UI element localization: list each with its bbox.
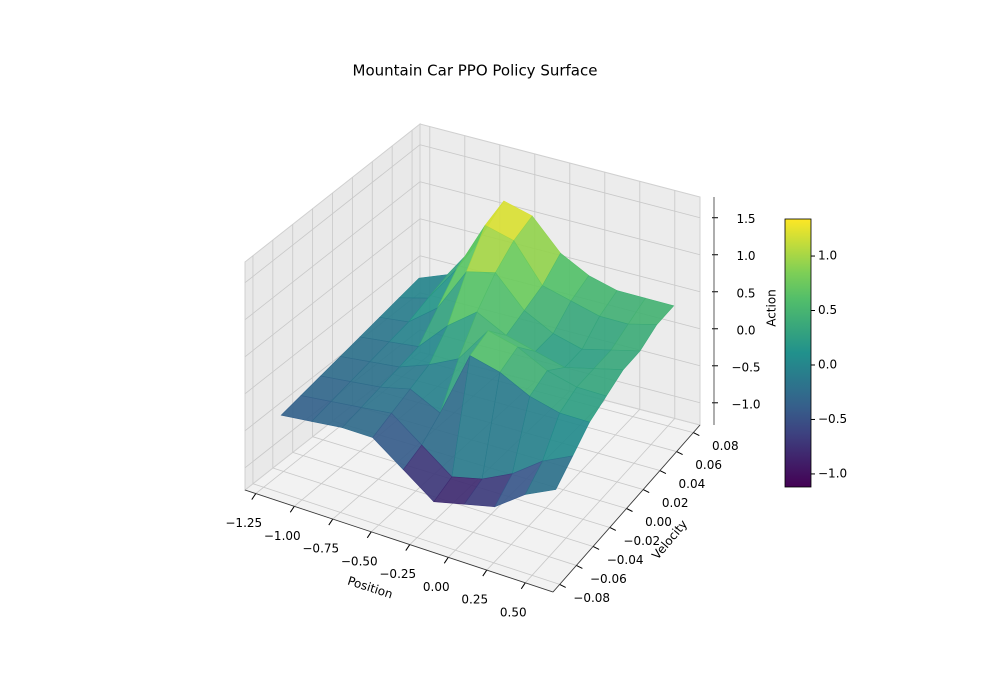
y-tick-label: 0.02: [662, 496, 689, 510]
y-tick-label: −0.06: [590, 572, 627, 586]
y-tick: [626, 508, 633, 512]
y-tick: [609, 527, 617, 531]
grid-line: [244, 218, 421, 358]
x-tick: [251, 493, 257, 500]
x-tick-label: 0.00: [423, 580, 450, 594]
grid-line: [252, 483, 560, 585]
grid-line: [244, 144, 421, 284]
axis-line: [244, 489, 554, 593]
x-tick: [520, 582, 526, 590]
y-tick: [659, 470, 667, 474]
x-tick-label: 0.25: [461, 593, 488, 607]
grid-line: [244, 181, 421, 321]
grid-line: [244, 255, 421, 395]
surface-patch: [524, 455, 574, 495]
z-tick-label: −0.5: [731, 360, 760, 374]
grid-line: [419, 181, 701, 256]
y-tick: [576, 564, 583, 569]
x-tick: [482, 569, 488, 577]
y-tick: [642, 489, 650, 493]
x-tick: [328, 518, 334, 526]
colorbar-tick-label: −1.0: [818, 466, 847, 480]
y-tick-label: 0.00: [645, 515, 672, 529]
grid-line: [419, 144, 701, 219]
y-tick: [559, 583, 566, 588]
x-tick-label: −0.25: [379, 567, 416, 581]
x-tick-label: −0.50: [341, 554, 378, 568]
colorbar-tick-label: −0.5: [818, 412, 847, 426]
colorbar: [784, 218, 812, 488]
y-tick: [592, 546, 600, 550]
x-tick-label: 0.50: [500, 605, 527, 619]
x-tick: [443, 557, 449, 564]
grid-line: [272, 467, 577, 566]
z-axis-label: Action: [765, 289, 779, 327]
x-tick: [366, 531, 372, 539]
x-tick-label: −1.00: [264, 529, 301, 543]
y-tick-label: 0.08: [712, 439, 739, 453]
x-tick: [289, 506, 295, 513]
x-tick-label: −0.75: [302, 542, 339, 556]
colorbar-tick-label: 0.5: [818, 303, 837, 317]
z-tick-label: 1.5: [736, 212, 755, 226]
x-tick-label: −1.25: [225, 516, 262, 530]
y-tick: [693, 432, 700, 437]
y-tick-label: 0.06: [695, 458, 722, 472]
surface: [280, 200, 675, 508]
z-tick-label: 0.5: [736, 286, 755, 300]
y-tick-label: −0.02: [623, 534, 660, 548]
z-tick-label: 0.0: [736, 323, 755, 337]
z-tick-label: 1.0: [736, 249, 755, 263]
x-tick: [405, 544, 411, 551]
y-tick-label: −0.08: [573, 591, 610, 605]
z-tick-label: −1.0: [731, 397, 760, 411]
y-tick-label: 0.04: [679, 477, 706, 491]
axis-line: [552, 424, 701, 593]
y-tick: [676, 451, 683, 456]
y-tick-label: −0.04: [607, 553, 644, 567]
colorbar-tick-label: 1.0: [818, 249, 837, 263]
colorbar-tick-label: 0.0: [818, 357, 837, 371]
chart-title: Mountain Car PPO Policy Surface: [353, 62, 598, 80]
